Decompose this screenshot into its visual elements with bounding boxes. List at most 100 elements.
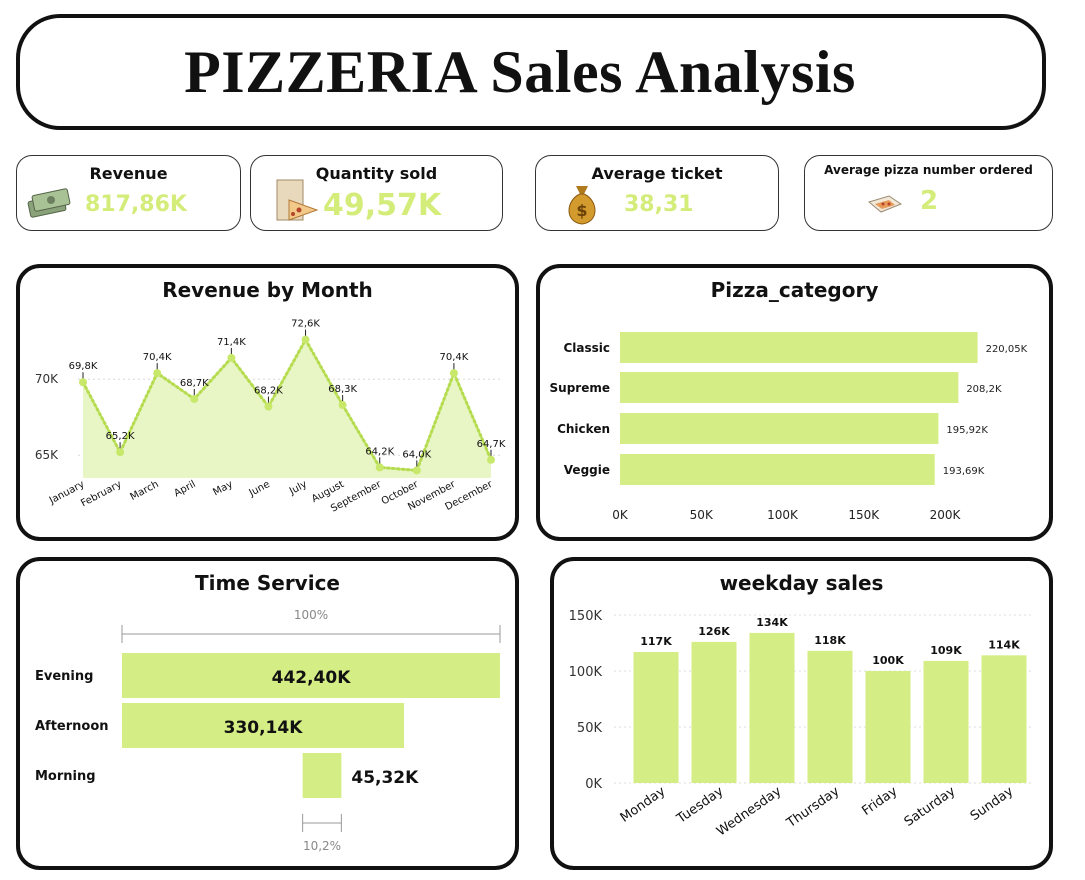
data-point [227,353,236,362]
y-tick-label: 65K [35,448,59,462]
data-point [264,402,273,411]
data-label: 68,3K [328,384,357,395]
x-tick-label: 200K [930,508,962,522]
kpi-card-revenue[interactable]: Revenue 817,86K [16,155,241,231]
x-tick-label: Thursday [783,784,842,832]
category-label: Supreme [550,381,610,395]
funnel-bar [122,653,500,698]
x-tick-label: July [287,479,309,498]
x-tick-label: April [172,479,197,499]
data-label: 69,8K [69,361,98,372]
svg-text:$: $ [576,201,587,220]
money-stack-icon [27,188,71,218]
area-fill [83,339,491,478]
y-tick-label: 0K [585,777,602,792]
kpi-label: Average pizza number ordered [824,163,1033,177]
kpi-value: 49,57K [323,188,442,223]
kpi-label: Average ticket [591,164,723,183]
data-label: 100K [872,654,904,667]
data-point [449,369,458,378]
data-label: 208,2K [966,384,1002,395]
category-bar [620,372,959,403]
funnel-value-label: 330,14K [224,718,304,738]
data-point [116,448,125,457]
pizza-category-chart[interactable]: Classic 220,05K Supreme 208,2K Chicken 195,92… [540,268,1049,537]
category-bar [620,332,978,363]
data-label: 68,2K [254,386,283,397]
data-point [153,369,162,378]
pizza-category-panel: Pizza_category Classic 220,05K Supreme 208,… [536,264,1053,541]
funnel-bar [121,703,405,748]
time-service-chart[interactable]: 100% Evening 442,40K Afternoon 330,14K Mornin… [20,561,515,866]
bottom-percent-label: 10,2% [303,839,341,853]
pizza-category-title: Pizza_category [710,278,879,302]
data-label: 117K [640,635,672,648]
x-tick-label: March [129,479,161,503]
x-tick-label: June [247,479,272,499]
x-tick-label: Sunday [968,784,1017,824]
x-tick-label: Saturday [902,784,959,830]
x-tick-label: Monday [618,784,669,826]
data-point [412,466,421,475]
data-label: 72,6K [291,319,320,330]
category-bar [620,454,935,485]
kpi-value: 38,31 [624,192,694,217]
data-label: 64,2K [365,446,394,457]
money-bag-icon: $ [568,186,596,225]
funnel-category-label: Morning [35,769,96,784]
pizza-box-icon [276,179,319,221]
kpi-card-average-pizzas[interactable]: Average pizza number ordered 2 [804,155,1053,231]
kpi-value: 2 [920,186,939,216]
category-label: Classic [563,341,610,355]
data-label: 193,69K [943,466,985,477]
series-line [81,336,493,472]
data-label: 70,4K [143,352,172,363]
pizza-box-icon [867,195,903,213]
x-tick-label: 150K [848,508,880,522]
data-label: 64,7K [477,439,506,450]
x-tick-label: 0K [612,508,629,522]
kpi-card-quantity[interactable]: Quantity sold 49,57K [250,155,503,231]
x-tick-label: 100K [767,508,799,522]
x-tick-label: Wednesday [714,784,785,840]
weekday-sales-chart[interactable]: 0K 50K 100K 150K 117K Monday 126K Tuesday 134K We… [554,561,1049,866]
data-point [338,401,347,410]
data-point [375,463,384,472]
data-label: 64,0K [402,449,431,460]
time-service-title: Time Service [194,571,340,595]
data-label: 71,4K [217,337,246,348]
x-tick-label: Friday [859,784,900,819]
y-tick-label: 150K [569,609,603,624]
category-label: Veggie [564,463,610,477]
category-bar [620,413,939,444]
x-tick-label: February [79,479,123,510]
x-tick-label: May [211,479,234,498]
data-point [79,378,87,387]
funnel-bar [302,753,342,798]
y-tick-label: 70K [35,372,59,386]
weekday-bar [981,655,1027,783]
title-banner: PIZZERIA Sales Analysis [16,14,1046,130]
data-label: 220,05K [986,344,1028,355]
kpi-card-average-ticket[interactable]: Average ticket $ 38,31 [535,155,779,231]
weekday-bar [633,651,679,783]
weekday-sales-title: weekday sales [719,571,884,595]
data-label: 118K [814,634,846,647]
weekday-bar [923,660,969,783]
weekday-bar [807,650,853,783]
y-tick-label: 50K [577,721,603,736]
page-title: PIZZERIA Sales Analysis [184,39,856,105]
time-service-panel: Time Service 100% Evening 442,40K Afternoon… [16,557,519,870]
revenue-by-month-panel: Revenue by Month 65K 70K 69,8K January 65,2K… [16,264,519,541]
data-point [487,455,495,464]
data-label: 114K [988,638,1020,651]
funnel-category-label: Afternoon [35,719,109,734]
revenue-by-month-chart[interactable]: 65K70K69,8KJanuary65,2KFebruary70,4KMarc… [20,268,515,537]
revenue-by-month-title: Revenue by Month [162,278,373,302]
weekday-bar [749,632,795,783]
weekday-sales-panel: weekday sales 0K 50K 100K 150K 117K Monday 126… [550,557,1053,870]
weekday-bar [865,671,911,783]
data-label: 65,2K [106,431,135,442]
data-label: 109K [930,644,962,657]
funnel-value-label: 442,40K [272,668,352,688]
